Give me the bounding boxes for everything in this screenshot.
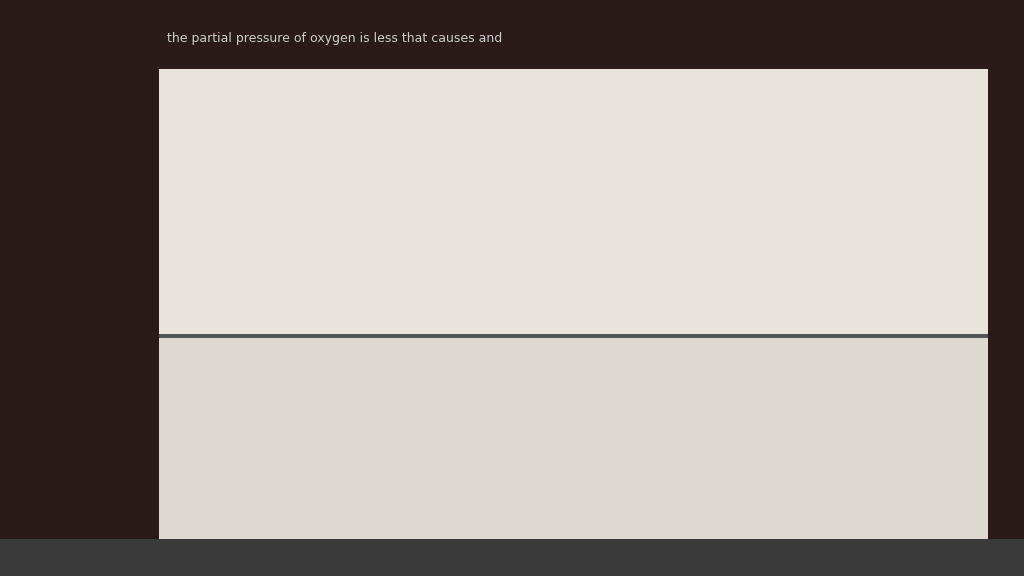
Text: process is exothermic. (similar to condensation): process is exothermic. (similar to conde… <box>205 219 603 237</box>
Text: as the: as the <box>781 149 838 168</box>
Text: under 2.5 atm CO: under 2.5 atm CO <box>175 522 344 540</box>
Text: 2: 2 <box>495 399 502 410</box>
Text: Henry’s law constant.: Henry’s law constant. <box>175 429 377 446</box>
Text: in 500 mL of soda water when packed: in 500 mL of soda water when packed <box>466 490 787 509</box>
Text: the partial pressure of oxygen is less that causes and: the partial pressure of oxygen is less t… <box>167 32 502 44</box>
Text: pressure at 298 K.: pressure at 298 K. <box>359 522 517 540</box>
Text: decreases: decreases <box>479 149 564 168</box>
Text: Effect of Temperature: Effect of Temperature <box>175 88 397 106</box>
Text: Solubility of gases in liquids: Solubility of gases in liquids <box>205 149 440 168</box>
Text: 25°C  Sunny: 25°C Sunny <box>855 552 925 562</box>
Text: with: with <box>559 149 605 168</box>
Text: 2: 2 <box>353 528 359 537</box>
Text: ❖ H: ❖ H <box>175 358 208 376</box>
Text: S in water at STP is 0.195 m, calculate: S in water at STP is 0.195 m, calculate <box>502 394 821 412</box>
Text: ⊙: ⊙ <box>175 149 189 168</box>
Text: in water is 1.67x10: in water is 1.67x10 <box>439 458 604 476</box>
Text: analysis. If the solubility of H: analysis. If the solubility of H <box>175 394 436 412</box>
Text: 8: 8 <box>616 450 624 460</box>
Text: 2: 2 <box>202 363 209 373</box>
Text: Pa at 298 K.: Pa at 298 K. <box>624 458 728 476</box>
Text: 2: 2 <box>433 463 440 473</box>
Text: rise in temperature: rise in temperature <box>612 149 773 168</box>
Text: 2: 2 <box>460 495 467 506</box>
Text: Calculate the quantity of CO: Calculate the quantity of CO <box>175 490 431 509</box>
Text: ❖ Henry’s law constant for CO: ❖ Henry’s law constant for CO <box>175 458 428 476</box>
Text: S, a toxic gas with rotten egg like smell, is used for the qualitative: S, a toxic gas with rotten egg like smel… <box>209 358 759 376</box>
